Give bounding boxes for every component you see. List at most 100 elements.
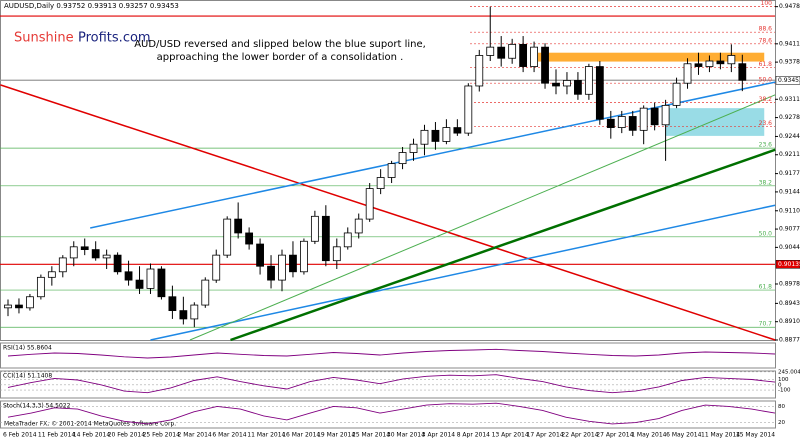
annotation: AUD/USD reversed and slipped below the b… <box>134 39 426 50</box>
x-tick-label: 2 Mar 2014 <box>178 432 212 439</box>
candle-body <box>442 127 451 142</box>
x-tick-label: 25 Mar 2014 <box>352 432 390 439</box>
indicator-label: Stoch(14,3,3) 54.5022 <box>3 403 71 410</box>
candle-body <box>552 82 560 87</box>
x-tick-label: 22 Apr 2014 <box>561 432 598 439</box>
candle-body <box>212 254 221 281</box>
x-tick-label: 20 Feb 2014 <box>108 432 146 439</box>
price-label-box <box>775 260 800 269</box>
candle-body <box>738 63 747 81</box>
x-tick-label: 8 Apr 2014 <box>457 432 490 439</box>
indicator-label: CCI(14) 51.1408 <box>3 373 52 380</box>
candle-body <box>486 46 495 56</box>
indicator-tick-label: -100 <box>778 388 791 394</box>
candle-body <box>168 296 177 312</box>
trendline <box>90 81 776 229</box>
trendline <box>230 148 776 342</box>
candle-body <box>683 63 692 84</box>
fib-label: 78.6 <box>759 37 773 44</box>
fib-label: 23.6 <box>759 120 773 127</box>
indicator-tick-label: 0 <box>778 382 782 388</box>
candle-body <box>26 296 34 309</box>
x-tick-label: 3 Apr 2014 <box>422 432 455 439</box>
candle-body <box>146 268 155 289</box>
x-tick-label: 13 Apr 2014 <box>492 432 529 439</box>
candle-body <box>497 46 506 59</box>
candle-body <box>201 279 210 306</box>
footer: MetaTrader FX, © 2001-2014 MetaQuotes So… <box>4 421 176 428</box>
candle-body <box>431 129 440 142</box>
x-tick-label: 1 May 2014 <box>631 432 666 439</box>
fib-label: 38.2 <box>759 96 773 103</box>
candle-body <box>650 107 659 126</box>
x-tick-label: 6 Mar 2014 <box>212 432 246 439</box>
candle-body <box>574 80 582 95</box>
indicator-tick-label: 245.0042 <box>778 369 800 375</box>
indicator-panel <box>0 400 776 429</box>
candle-body <box>475 55 484 87</box>
candle-body <box>124 271 133 281</box>
indicator-tick-label: 80 <box>778 404 785 410</box>
candle-body <box>639 107 648 131</box>
candle-body <box>4 304 12 309</box>
indicator-tick-label: 100 <box>778 377 789 383</box>
candle-body <box>464 85 473 134</box>
x-tick-label: 14 Feb 2014 <box>73 432 111 439</box>
zone <box>534 52 765 62</box>
candle-body <box>617 116 626 128</box>
candle-body <box>300 240 308 273</box>
candle-body <box>661 104 670 126</box>
x-tick-label: 6 May 2014 <box>666 432 701 439</box>
main-panel <box>0 0 776 341</box>
candle-body <box>321 215 330 262</box>
candle-body <box>113 254 122 273</box>
candle-body <box>157 268 166 298</box>
fib-label: 88.6 <box>759 26 773 33</box>
candle-body <box>508 43 517 59</box>
fib-label: 100 <box>761 0 773 7</box>
indicator-line <box>7 374 776 394</box>
trendline <box>150 204 776 341</box>
candle-body <box>376 177 385 189</box>
candle-body <box>289 254 297 273</box>
fib-label: 50.0 <box>759 230 773 237</box>
candle-body <box>606 118 615 128</box>
fib-label: 50.0 <box>759 77 773 84</box>
candle-body <box>420 129 429 145</box>
candle-body <box>234 218 243 234</box>
candle-body <box>91 249 100 259</box>
indicator-label: RSI(14) 55.8604 <box>3 345 52 352</box>
candle-body <box>519 43 528 67</box>
candle-body <box>727 55 736 65</box>
candle-body <box>102 254 111 259</box>
candle-body <box>365 188 374 220</box>
candle-body <box>387 163 396 178</box>
x-tick-label: 25 Feb 2014 <box>143 432 181 439</box>
x-tick-label: 27 Apr 2014 <box>596 432 633 439</box>
candle-body <box>453 127 462 134</box>
x-tick-label: 17 Apr 2014 <box>527 432 564 439</box>
fib-label: 38.2 <box>759 179 773 186</box>
candle-body <box>58 257 67 273</box>
candle-body <box>716 60 725 65</box>
trendline <box>189 94 776 341</box>
fib-label: 23.6 <box>759 142 773 149</box>
indicator-panel <box>0 342 776 369</box>
candle-body <box>80 246 89 250</box>
logo-profits: Profits.com <box>78 31 151 46</box>
candle-body <box>135 279 144 289</box>
x-tick-label: 11 Mar 2014 <box>247 432 285 439</box>
candle-body <box>563 80 571 87</box>
candle-body <box>409 143 418 153</box>
